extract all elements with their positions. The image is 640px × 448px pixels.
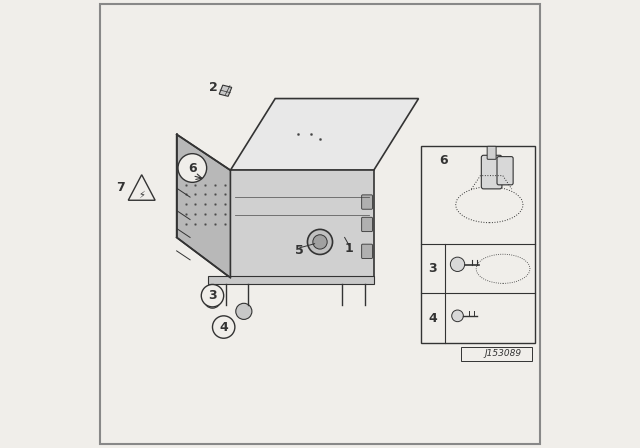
FancyBboxPatch shape <box>481 155 502 189</box>
Text: ⚡: ⚡ <box>138 190 145 200</box>
Circle shape <box>204 292 221 308</box>
Text: 6: 6 <box>188 161 196 175</box>
Text: 4: 4 <box>220 320 228 334</box>
FancyBboxPatch shape <box>497 157 513 185</box>
FancyBboxPatch shape <box>421 146 535 343</box>
Text: J153089: J153089 <box>484 349 522 358</box>
Circle shape <box>452 310 463 322</box>
Circle shape <box>236 303 252 319</box>
Circle shape <box>451 257 465 271</box>
Circle shape <box>313 235 327 249</box>
FancyBboxPatch shape <box>362 244 372 258</box>
Text: 1: 1 <box>345 242 353 255</box>
Polygon shape <box>128 175 155 200</box>
FancyBboxPatch shape <box>362 217 372 232</box>
Text: 4: 4 <box>429 311 437 325</box>
FancyBboxPatch shape <box>487 146 496 159</box>
Polygon shape <box>177 134 230 278</box>
Circle shape <box>307 229 333 254</box>
Text: 6: 6 <box>439 154 448 167</box>
Text: 3: 3 <box>208 289 217 302</box>
Polygon shape <box>230 99 419 170</box>
Polygon shape <box>220 85 232 96</box>
Circle shape <box>178 154 207 182</box>
Text: 3: 3 <box>429 262 437 276</box>
Polygon shape <box>230 170 374 278</box>
Polygon shape <box>208 276 374 284</box>
Circle shape <box>202 284 224 307</box>
Text: 2: 2 <box>209 81 218 94</box>
FancyBboxPatch shape <box>362 195 372 209</box>
Text: 5: 5 <box>296 244 304 258</box>
Circle shape <box>212 316 235 338</box>
Text: 7: 7 <box>116 181 125 194</box>
